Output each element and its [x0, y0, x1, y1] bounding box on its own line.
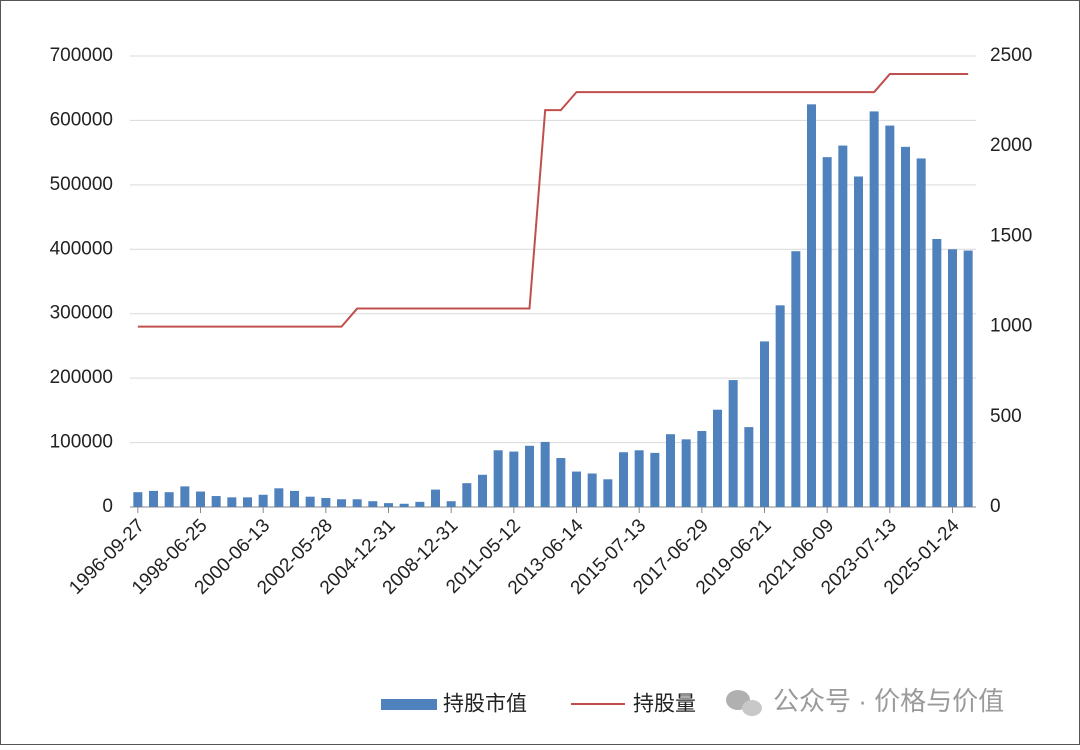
bar [525, 445, 534, 507]
bar [462, 483, 472, 507]
bar [493, 450, 503, 507]
bar [901, 146, 910, 507]
bar [133, 492, 143, 507]
bar [791, 251, 801, 507]
y-tick-label: 400000 [50, 238, 113, 259]
bar [838, 145, 848, 507]
bar [321, 497, 331, 507]
bar [854, 176, 863, 507]
y-tick-label: 600000 [50, 109, 113, 130]
bar [556, 458, 566, 507]
y2-tick-label: 500 [990, 406, 1022, 427]
bar [760, 341, 769, 507]
bar [274, 488, 284, 507]
bar [509, 451, 519, 507]
bar [807, 104, 816, 508]
bar [149, 490, 158, 507]
bar [243, 497, 252, 507]
bar [775, 305, 785, 507]
bar [572, 471, 581, 507]
y-tick-label: 500000 [50, 174, 113, 195]
bar [697, 430, 707, 507]
y2-tick-label: 2500 [990, 45, 1032, 66]
bar [963, 250, 973, 507]
bar [634, 450, 644, 507]
bar [211, 496, 221, 507]
bar [916, 158, 926, 508]
bar [431, 489, 440, 507]
y-tick-label: 300000 [50, 303, 113, 324]
bar [948, 249, 957, 508]
bar [305, 496, 315, 507]
bar [368, 501, 378, 507]
bar [681, 439, 691, 507]
legend-label: 持股市值 [443, 693, 527, 716]
bar [540, 441, 550, 507]
bar [258, 494, 268, 507]
bar [869, 111, 879, 507]
bar [932, 238, 942, 507]
bar [227, 497, 237, 507]
bar [619, 452, 628, 507]
bar [885, 125, 895, 507]
bar [822, 157, 832, 507]
bar [650, 452, 660, 507]
bar [337, 499, 346, 507]
bar [728, 380, 738, 507]
bar [399, 503, 409, 507]
bar [164, 492, 174, 507]
y-tick-label: 0 [102, 496, 113, 517]
bar [415, 501, 425, 507]
bar [290, 490, 299, 507]
bar [744, 427, 754, 507]
bar [713, 409, 722, 507]
bar [384, 503, 393, 507]
legend-swatch [381, 699, 437, 710]
y-tick-label: 200000 [50, 367, 113, 388]
bar [446, 501, 456, 507]
y2-tick-label: 1000 [990, 316, 1032, 337]
legend-label: 持股量 [633, 693, 696, 716]
bar [196, 491, 205, 507]
line [137, 73, 969, 328]
y2-tick-label: 1500 [990, 225, 1032, 246]
watermark-icon [726, 690, 762, 716]
y-tick-label: 700000 [50, 45, 113, 66]
watermark: 公众号 · 价格与价值 [773, 686, 1004, 716]
bar [587, 473, 597, 507]
bar [180, 486, 190, 507]
y-tick-label: 100000 [50, 432, 113, 453]
y2-tick-label: 0 [990, 496, 1001, 517]
bar [352, 499, 362, 507]
bar [603, 479, 613, 507]
y2-tick-label: 2000 [990, 135, 1032, 156]
bar [478, 474, 487, 507]
bar [666, 434, 675, 507]
